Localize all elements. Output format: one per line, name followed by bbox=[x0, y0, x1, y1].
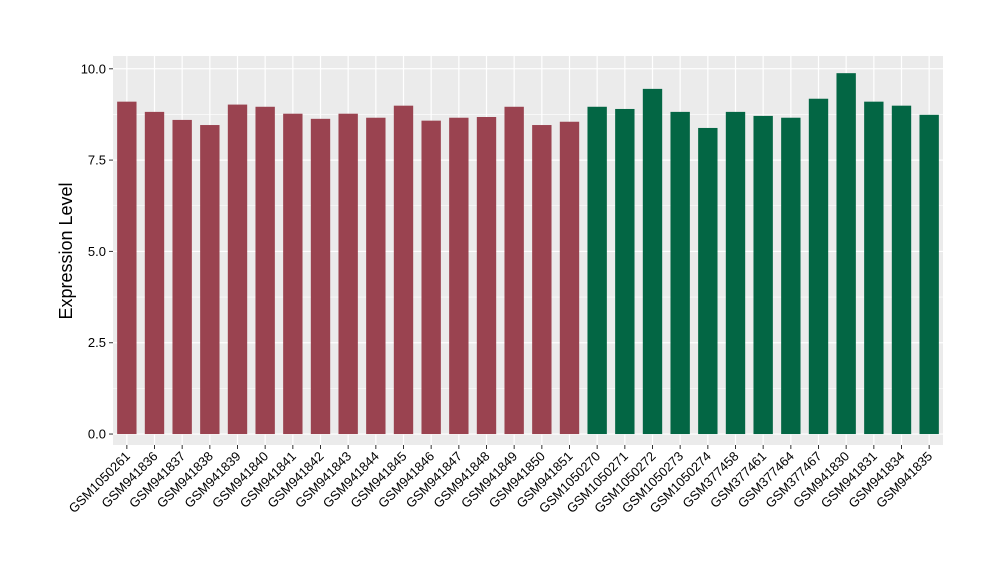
bar bbox=[532, 125, 552, 435]
bar bbox=[421, 120, 441, 435]
bar bbox=[587, 106, 607, 435]
bar bbox=[366, 117, 386, 435]
bars bbox=[117, 73, 939, 435]
y-tick-label: 0.0 bbox=[88, 427, 106, 442]
bar bbox=[476, 116, 497, 435]
bar bbox=[642, 88, 663, 435]
bar bbox=[670, 111, 690, 435]
bar bbox=[255, 106, 275, 435]
bar bbox=[144, 111, 165, 435]
bar bbox=[725, 111, 746, 435]
bar bbox=[808, 98, 829, 435]
plot-panel bbox=[113, 56, 943, 445]
bar bbox=[338, 113, 358, 435]
bar bbox=[449, 117, 469, 435]
x-axis: GSM1050261GSM941836GSM941837GSM941838GSM… bbox=[66, 445, 935, 516]
y-axis-title: Expression Level bbox=[56, 182, 76, 319]
bar bbox=[698, 127, 718, 435]
minor-gridlines bbox=[113, 114, 943, 389]
bar bbox=[504, 106, 524, 435]
bar bbox=[615, 108, 635, 435]
bar bbox=[310, 118, 331, 435]
bar bbox=[559, 121, 580, 435]
bar bbox=[283, 113, 303, 435]
bar bbox=[836, 73, 856, 435]
bar bbox=[227, 104, 248, 435]
bar bbox=[200, 125, 220, 435]
y-tick-label: 2.5 bbox=[88, 335, 106, 350]
bar bbox=[781, 117, 801, 435]
y-axis: 0.0 2.5 5.0 7.5 10.0 bbox=[81, 61, 113, 442]
bar bbox=[753, 115, 773, 435]
y-tick-label: 5.0 bbox=[88, 244, 106, 259]
bar bbox=[864, 101, 884, 435]
bar bbox=[891, 105, 912, 435]
y-tick-label: 10.0 bbox=[81, 61, 106, 76]
bar bbox=[172, 119, 192, 435]
bar bbox=[117, 101, 137, 435]
bar bbox=[919, 114, 939, 435]
y-tick-label: 7.5 bbox=[88, 153, 106, 168]
bar bbox=[393, 105, 414, 435]
